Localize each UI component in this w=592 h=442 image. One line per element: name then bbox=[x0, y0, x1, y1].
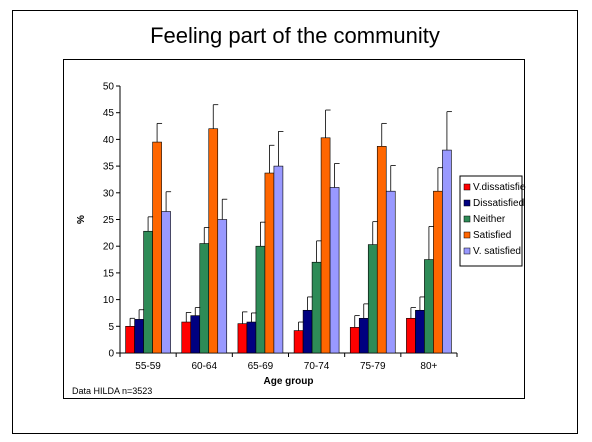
bar bbox=[442, 149, 452, 354]
bar bbox=[161, 211, 171, 354]
data-source-note: Data HILDA n=3523 bbox=[72, 386, 152, 396]
x-tick-label: 80+ bbox=[420, 361, 437, 372]
bar bbox=[181, 321, 192, 354]
y-tick-label: 40 bbox=[103, 135, 115, 146]
slide-title: Feeling part of the community bbox=[150, 23, 440, 48]
bar bbox=[199, 243, 210, 354]
chart-bars bbox=[125, 128, 452, 354]
bar bbox=[293, 330, 304, 354]
chart-frame: 0 5 10 15 20 25 30 35 40 45 50 55-59 60-64 65-69 70-74… bbox=[63, 59, 526, 399]
y-tick-label: 45 bbox=[103, 108, 115, 119]
legend-swatch bbox=[463, 183, 471, 191]
x-axis-title: Age group bbox=[264, 376, 314, 387]
bar bbox=[217, 219, 228, 354]
bar bbox=[424, 259, 434, 354]
x-tick-label: 70-74 bbox=[304, 361, 330, 372]
bar bbox=[190, 315, 201, 354]
bar bbox=[349, 327, 360, 354]
x-tick-label: 75-79 bbox=[360, 361, 386, 372]
legend-swatch bbox=[463, 247, 471, 255]
bar bbox=[358, 317, 369, 354]
legend-label: V. satisfied bbox=[473, 246, 521, 257]
bar bbox=[134, 319, 144, 354]
bar bbox=[208, 128, 219, 354]
x-tick-label: 65-69 bbox=[248, 361, 274, 372]
legend-label: Dissatisfied bbox=[473, 198, 524, 209]
bar bbox=[246, 321, 257, 354]
y-axis-title: % bbox=[76, 215, 87, 224]
chart-legend: V.dissatisfied Dissatisfied Neither Satisfi… bbox=[459, 175, 526, 267]
chart-error-bars bbox=[129, 104, 452, 331]
bar bbox=[385, 190, 396, 354]
y-tick-label: 35 bbox=[103, 162, 115, 173]
bar bbox=[311, 261, 322, 354]
y-tick-label: 15 bbox=[103, 268, 115, 279]
bar bbox=[367, 244, 378, 354]
bar bbox=[237, 323, 248, 354]
legend-box bbox=[459, 175, 523, 267]
bar bbox=[273, 165, 284, 354]
legend-label: Satisfied bbox=[473, 230, 511, 241]
x-tick-label: 60-64 bbox=[191, 361, 217, 372]
legend-label: Neither bbox=[473, 214, 506, 225]
bar bbox=[433, 190, 443, 354]
bar-chart: 0 5 10 15 20 25 30 35 40 45 50 55-59 60-64 65-69 70-74… bbox=[72, 82, 526, 397]
y-tick-label: 30 bbox=[103, 188, 115, 199]
y-tick-label: 50 bbox=[103, 82, 115, 93]
bar bbox=[376, 146, 387, 354]
bar bbox=[406, 317, 416, 354]
bar bbox=[329, 187, 340, 354]
x-tick-label: 55-59 bbox=[135, 361, 161, 372]
bar bbox=[302, 309, 313, 354]
slide: Feeling part of the community 0 5 10 15 20 25… bbox=[12, 10, 578, 434]
legend-swatch bbox=[463, 199, 471, 207]
bar bbox=[320, 137, 331, 354]
y-tick-label: 20 bbox=[103, 242, 115, 253]
legend-label: V.dissatisfied bbox=[473, 182, 526, 193]
bar bbox=[255, 245, 266, 354]
chart-axes: 0 5 10 15 20 25 30 35 40 45 50 55-59 60-64 65-69 70-74… bbox=[103, 82, 458, 372]
y-tick-label: 10 bbox=[103, 295, 115, 306]
y-tick-label: 25 bbox=[103, 215, 115, 226]
bar bbox=[143, 230, 153, 354]
y-tick-label: 0 bbox=[108, 349, 114, 360]
bar bbox=[415, 309, 425, 354]
legend-swatch bbox=[463, 215, 471, 223]
bar bbox=[264, 172, 275, 354]
bar bbox=[152, 141, 162, 354]
y-tick-label: 5 bbox=[108, 322, 114, 333]
bar bbox=[125, 325, 135, 354]
legend-swatch bbox=[463, 231, 471, 239]
